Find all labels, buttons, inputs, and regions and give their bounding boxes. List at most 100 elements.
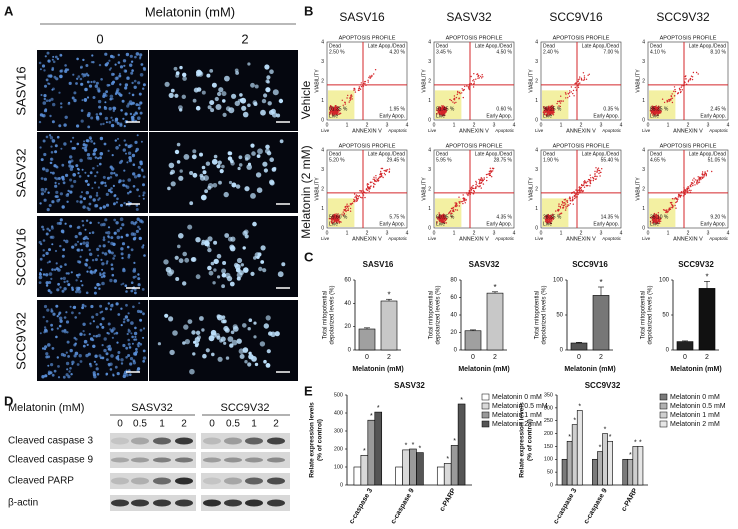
nucleus: [77, 172, 80, 175]
chart-title: SASV32: [469, 260, 500, 269]
event: [600, 171, 602, 174]
x-tick-label: 1: [667, 230, 670, 236]
event: [690, 75, 693, 77]
event: [488, 170, 491, 172]
event: [573, 95, 575, 97]
nucleus: [82, 322, 86, 326]
event: [470, 83, 472, 85]
event: [463, 88, 465, 91]
nucleus: [126, 245, 130, 249]
y-tick-label: 1: [642, 206, 645, 212]
event: [459, 202, 461, 204]
nucleus: [39, 257, 43, 261]
nucleus: [51, 373, 55, 377]
nucleus: [72, 305, 77, 309]
event: [458, 205, 460, 207]
nucleus: [57, 268, 61, 272]
nucleus: [57, 376, 61, 379]
nucleus: [79, 195, 83, 199]
significance: *: [387, 290, 390, 299]
nucleus: [82, 75, 85, 78]
nucleus: [265, 144, 270, 150]
event: [568, 95, 571, 97]
nucleus: [193, 87, 199, 93]
lane-label: 2: [273, 419, 279, 430]
nucleus: [137, 345, 140, 348]
event: [579, 188, 581, 190]
nucleus: [103, 245, 106, 248]
nucleus: [110, 187, 113, 190]
y-tick-label: 150: [544, 444, 553, 450]
event: [570, 86, 573, 88]
lane-label: 0.5: [226, 419, 240, 430]
nucleus: [56, 135, 60, 139]
nucleus: [43, 198, 47, 202]
nucleus: [127, 178, 131, 182]
nucleus: [109, 278, 113, 283]
event: [453, 98, 455, 100]
nucleus: [48, 204, 52, 207]
event: [588, 73, 590, 76]
nucleus: [70, 373, 73, 376]
event: [583, 77, 586, 79]
nucleus: [58, 91, 61, 94]
event: [663, 101, 666, 104]
nucleus: [138, 302, 141, 305]
nucleus: [71, 363, 74, 366]
event: [653, 107, 656, 109]
nucleus: [50, 145, 53, 148]
nucleus: [222, 99, 226, 103]
event: [595, 167, 597, 169]
y-tick-label: 0: [454, 348, 458, 354]
event: [559, 207, 562, 209]
nucleus: [91, 315, 95, 319]
nucleus: [250, 271, 255, 276]
event: [544, 113, 546, 115]
nucleus: [69, 348, 73, 353]
event: [558, 100, 561, 102]
event: [331, 113, 334, 115]
nucleus: [112, 257, 115, 260]
event: [652, 222, 655, 224]
y-tick-label: 100: [334, 464, 343, 470]
event: [568, 93, 570, 95]
nucleus: [65, 373, 69, 377]
quadrant-label: Late Apop./Dead: [689, 151, 726, 157]
nucleus: [139, 310, 143, 314]
event: [678, 87, 681, 90]
event: [572, 89, 575, 92]
nucleus: [85, 353, 89, 358]
nucleus: [69, 155, 73, 159]
nucleus: [81, 303, 85, 307]
nucleus: [99, 112, 103, 116]
event: [671, 198, 674, 200]
y-tick-label: 100: [544, 457, 553, 463]
nucleus: [69, 224, 73, 228]
nucleus: [76, 167, 80, 171]
nucleus: [126, 104, 130, 108]
event: [355, 198, 358, 200]
event: [436, 221, 438, 223]
quadrant-label: Dead: [543, 43, 555, 49]
event: [545, 110, 547, 112]
nucleus: [278, 98, 284, 104]
nucleus: [267, 101, 272, 106]
y-tick-label: 1: [428, 206, 431, 212]
nucleus: [57, 365, 60, 368]
event: [476, 185, 479, 187]
event: [553, 111, 555, 113]
nucleus: [67, 189, 70, 193]
y-tick-label: 3: [321, 59, 324, 65]
nucleus: [210, 108, 215, 113]
y-tick-label: 1: [642, 98, 645, 104]
event: [584, 180, 586, 182]
event: [552, 214, 554, 216]
nucleus: [134, 221, 138, 224]
nucleus: [75, 164, 79, 168]
nucleus: [223, 341, 227, 345]
nucleus: [207, 265, 212, 271]
quadrant-percentage: 2.40 %: [543, 49, 559, 55]
event: [598, 169, 601, 172]
event: [578, 83, 580, 85]
event: [680, 91, 682, 93]
